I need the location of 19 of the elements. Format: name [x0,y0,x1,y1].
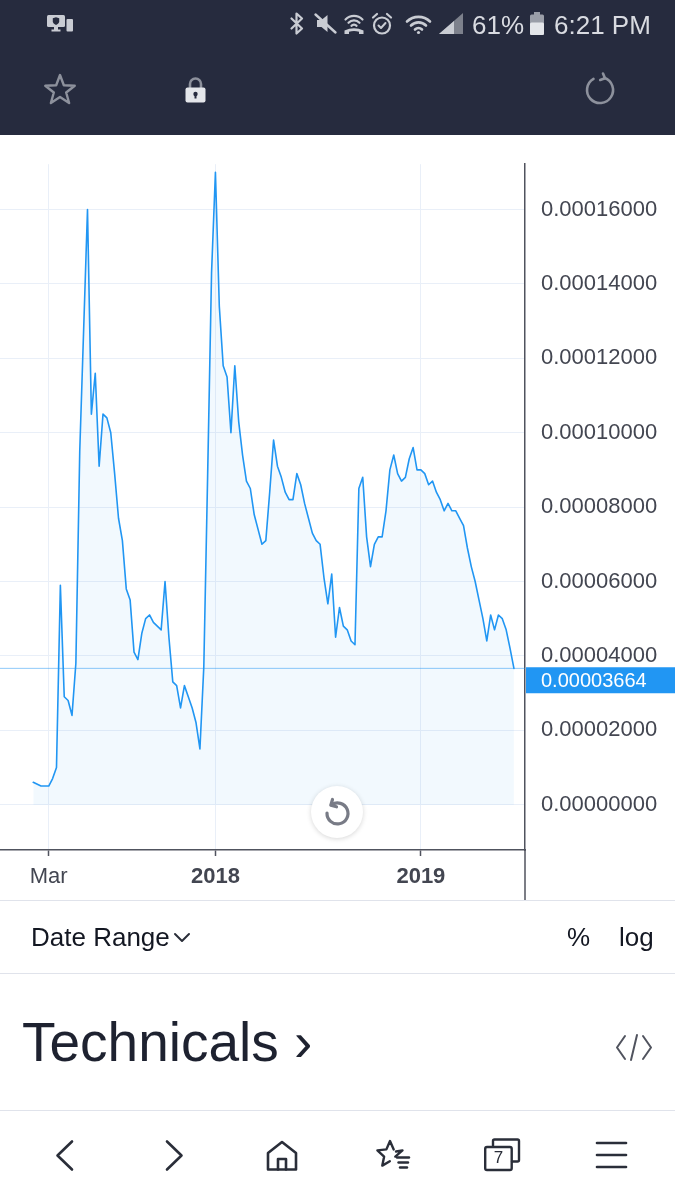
y-tick-label: 0.00004000 [541,641,658,667]
text: log [619,922,654,952]
y-tick-label: 0.00008000 [541,493,658,519]
text: Technicals › [22,1011,313,1073]
x-tick-label: Mar [29,863,68,889]
y-tick-label: 0.00006000 [541,567,658,593]
text: Date Range [31,922,170,952]
y-tick-label: 0.00000000 [541,790,658,816]
text: 61% [472,10,525,40]
y-tick-label: 0.00014000 [541,270,658,296]
text: 6:21 PM [554,10,651,40]
x-tick-label: 2019 [396,863,446,889]
x-tick-label: 2018 [190,863,240,889]
y-tick-label: 0.00012000 [541,344,658,370]
y-tick-label: 0.00002000 [541,716,658,742]
y-tick-label: 0.00010000 [541,418,658,444]
ref-line-label: 0.00003664 [541,668,647,691]
text: % [567,922,591,952]
y-tick-label: 0.00016000 [541,195,658,221]
